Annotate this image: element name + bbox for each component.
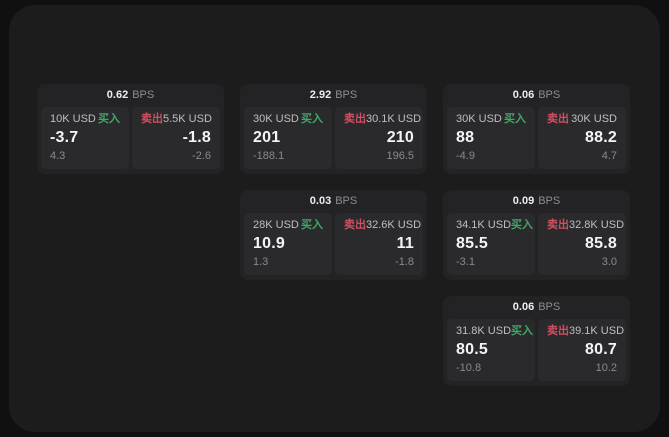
sell-label: 卖出 xyxy=(547,325,569,337)
spread-header: 0.62 BPS xyxy=(41,84,220,107)
sell-panel[interactable]: 卖出 32.6K USD 11 -1.8 xyxy=(335,213,423,275)
quote-card: 0.03 BPS 28K USD 买入 10.9 1.3 卖出 xyxy=(240,190,427,280)
sell-price: 80.7 xyxy=(585,341,617,358)
spread-header: 0.09 BPS xyxy=(447,190,626,213)
buy-panel[interactable]: 31.8K USD 买入 80.5 -10.8 xyxy=(447,319,535,381)
sell-delta: 196.5 xyxy=(386,150,414,162)
sell-price: 88.2 xyxy=(585,129,617,146)
buy-delta: -10.8 xyxy=(456,362,482,374)
buy-amount: 31.8K USD xyxy=(456,325,512,337)
spread-header: 2.92 BPS xyxy=(244,84,423,107)
sell-price: 210 xyxy=(386,129,414,146)
sell-label: 卖出 xyxy=(344,219,366,231)
sell-label: 卖出 xyxy=(141,113,163,125)
buy-panel[interactable]: 34.1K USD 买入 85.5 -3.1 xyxy=(447,213,535,275)
buy-panel[interactable]: 10K USD 买入 -3.7 4.3 xyxy=(41,107,129,169)
buy-price: 88 xyxy=(456,129,475,146)
buy-amount: 10K USD xyxy=(50,113,96,125)
spread-unit: BPS xyxy=(538,195,561,207)
sell-delta: -2.6 xyxy=(192,150,211,162)
quote-card: 0.62 BPS 10K USD 买入 -3.7 4.3 卖出 xyxy=(37,84,224,174)
buy-panel[interactable]: 28K USD 买入 10.9 1.3 xyxy=(244,213,332,275)
buy-price: 85.5 xyxy=(456,235,488,252)
sell-label: 卖出 xyxy=(547,113,569,125)
buy-panel[interactable]: 30K USD 买入 88 -4.9 xyxy=(447,107,535,169)
spread-header: 0.06 BPS xyxy=(447,296,626,319)
buy-label: 买入 xyxy=(504,113,526,125)
spread-value: 0.09 xyxy=(512,195,535,207)
sell-amount: 30.1K USD xyxy=(366,113,422,125)
spread-value: 0.03 xyxy=(309,195,332,207)
sell-delta: 3.0 xyxy=(601,256,617,268)
sell-amount: 32.8K USD xyxy=(569,219,625,231)
sell-price: 11 xyxy=(396,235,414,252)
buy-label: 买入 xyxy=(511,325,534,337)
sell-amount: 30K USD xyxy=(571,113,617,125)
app-panel: 0.62 BPS 10K USD 买入 -3.7 4.3 卖出 xyxy=(9,5,660,432)
quote-card: 0.06 BPS 31.8K USD 买入 80.5 -10.8 卖 xyxy=(443,296,630,386)
buy-amount: 30K USD xyxy=(456,113,502,125)
quote-card: 0.06 BPS 30K USD 买入 88 -4.9 卖出 xyxy=(443,84,630,174)
buy-label: 买入 xyxy=(301,219,323,231)
spread-header: 0.03 BPS xyxy=(244,190,423,213)
spread-unit: BPS xyxy=(335,195,358,207)
sell-panel[interactable]: 卖出 30K USD 88.2 4.7 xyxy=(538,107,626,169)
buy-label: 买入 xyxy=(98,113,120,125)
spread-unit: BPS xyxy=(538,89,561,101)
sell-amount: 32.6K USD xyxy=(366,219,422,231)
sell-price: 85.8 xyxy=(585,235,617,252)
spread-unit: BPS xyxy=(538,301,561,313)
spread-unit: BPS xyxy=(132,89,155,101)
spread-value: 0.06 xyxy=(512,301,535,313)
spread-unit: BPS xyxy=(335,89,358,101)
buy-delta: -3.1 xyxy=(456,256,475,268)
sell-amount: 39.1K USD xyxy=(569,325,625,337)
sell-label: 卖出 xyxy=(547,219,569,231)
buy-amount: 28K USD xyxy=(253,219,299,231)
quote-cards-grid: 0.62 BPS 10K USD 买入 -3.7 4.3 卖出 xyxy=(37,84,630,386)
quote-card: 0.09 BPS 34.1K USD 买入 85.5 -3.1 卖出 xyxy=(443,190,630,280)
sell-price: -1.8 xyxy=(182,129,211,146)
buy-price: 10.9 xyxy=(253,235,285,252)
sell-panel[interactable]: 卖出 5.5K USD -1.8 -2.6 xyxy=(132,107,220,169)
sell-label: 卖出 xyxy=(344,113,366,125)
sell-amount: 5.5K USD xyxy=(163,113,212,125)
sell-panel[interactable]: 卖出 30.1K USD 210 196.5 xyxy=(335,107,423,169)
spread-value: 2.92 xyxy=(309,89,332,101)
sell-panel[interactable]: 卖出 32.8K USD 85.8 3.0 xyxy=(538,213,626,275)
buy-amount: 30K USD xyxy=(253,113,299,125)
buy-delta: 4.3 xyxy=(50,150,66,162)
buy-delta: -188.1 xyxy=(253,150,285,162)
buy-delta: 1.3 xyxy=(253,256,269,268)
sell-delta: -1.8 xyxy=(395,256,414,268)
buy-price: -3.7 xyxy=(50,129,79,146)
buy-price: 80.5 xyxy=(456,341,488,358)
buy-label: 买入 xyxy=(511,219,534,231)
quote-card: 2.92 BPS 30K USD 买入 201 -188.1 卖出 xyxy=(240,84,427,174)
buy-panel[interactable]: 30K USD 买入 201 -188.1 xyxy=(244,107,332,169)
spread-value: 0.06 xyxy=(512,89,535,101)
spread-header: 0.06 BPS xyxy=(447,84,626,107)
spread-value: 0.62 xyxy=(106,89,129,101)
buy-label: 买入 xyxy=(301,113,323,125)
buy-price: 201 xyxy=(253,129,281,146)
sell-panel[interactable]: 卖出 39.1K USD 80.7 10.2 xyxy=(538,319,626,381)
buy-amount: 34.1K USD xyxy=(456,219,512,231)
sell-delta: 4.7 xyxy=(601,150,617,162)
buy-delta: -4.9 xyxy=(456,150,475,162)
sell-delta: 10.2 xyxy=(595,362,617,374)
